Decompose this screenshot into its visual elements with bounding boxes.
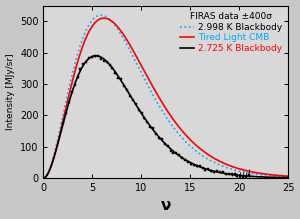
2.998 K Blackbody	[175, 130, 178, 132]
2.998 K Blackbody	[42, 177, 45, 179]
2.725 K Blackbody	[160, 139, 164, 141]
Y-axis label: Intensity [MJy/sr]: Intensity [MJy/sr]	[6, 53, 15, 130]
X-axis label: ν: ν	[160, 198, 171, 214]
2.725 K Blackbody	[188, 161, 191, 164]
2.725 K Blackbody	[243, 175, 246, 177]
2.725 K Blackbody	[281, 176, 285, 179]
2.725 K Blackbody	[175, 152, 178, 155]
Tired Light CMB	[102, 17, 106, 19]
Tired Light CMB	[42, 177, 45, 179]
2.998 K Blackbody	[243, 171, 246, 174]
Line: Tired Light CMB: Tired Light CMB	[44, 18, 288, 178]
Line: 2.725 K Blackbody: 2.725 K Blackbody	[44, 56, 288, 178]
Tired Light CMB	[188, 138, 191, 140]
2.725 K Blackbody	[158, 137, 162, 140]
Line: 2.998 K Blackbody: 2.998 K Blackbody	[44, 15, 288, 178]
Tired Light CMB	[160, 101, 164, 103]
2.725 K Blackbody	[286, 176, 290, 179]
Tired Light CMB	[158, 98, 162, 101]
Tired Light CMB	[281, 175, 285, 177]
2.725 K Blackbody	[42, 177, 45, 179]
2.998 K Blackbody	[158, 106, 162, 109]
2.998 K Blackbody	[99, 14, 103, 16]
2.725 K Blackbody	[94, 54, 97, 57]
2.998 K Blackbody	[188, 144, 191, 147]
2.998 K Blackbody	[281, 175, 285, 178]
2.998 K Blackbody	[286, 175, 290, 178]
Legend: 2.998 K Blackbody, Tired Light CMB, 2.725 K Blackbody: 2.998 K Blackbody, Tired Light CMB, 2.72…	[179, 10, 284, 55]
Tired Light CMB	[175, 122, 178, 125]
Tired Light CMB	[286, 175, 290, 178]
2.998 K Blackbody	[160, 109, 164, 111]
Tired Light CMB	[243, 169, 246, 171]
